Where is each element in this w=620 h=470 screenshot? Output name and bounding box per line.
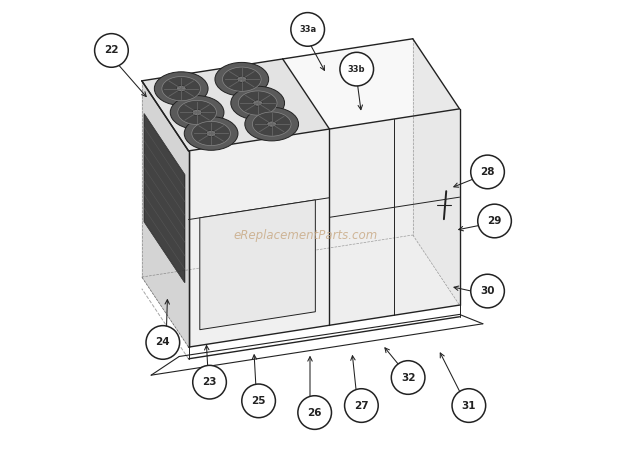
Circle shape [291,13,324,46]
Polygon shape [144,114,185,282]
Ellipse shape [192,110,202,116]
Polygon shape [329,109,459,325]
Text: 22: 22 [104,46,118,55]
Circle shape [471,274,504,308]
Circle shape [95,34,128,67]
Circle shape [340,52,373,86]
Text: 29: 29 [487,216,502,226]
Ellipse shape [223,67,261,91]
Ellipse shape [184,117,238,150]
Text: 28: 28 [480,167,495,177]
Ellipse shape [267,121,277,127]
Text: 33a: 33a [299,25,316,34]
Circle shape [193,365,226,399]
Ellipse shape [238,91,277,115]
Polygon shape [200,200,316,329]
Text: 27: 27 [354,400,369,410]
Ellipse shape [178,100,216,125]
Ellipse shape [245,107,299,141]
Ellipse shape [170,95,224,129]
Text: 24: 24 [156,337,170,347]
Ellipse shape [215,63,268,96]
Text: 26: 26 [308,407,322,417]
Polygon shape [413,39,459,305]
Ellipse shape [231,86,285,120]
Ellipse shape [154,72,208,105]
Polygon shape [283,39,459,129]
Text: 30: 30 [480,286,495,296]
Ellipse shape [253,100,262,106]
Circle shape [298,396,332,430]
Text: 31: 31 [462,400,476,410]
Text: eReplacementParts.com: eReplacementParts.com [233,228,378,242]
Text: 25: 25 [251,396,266,406]
Polygon shape [142,81,188,347]
Circle shape [242,384,275,418]
Circle shape [478,204,512,238]
Circle shape [345,389,378,423]
Text: 23: 23 [202,377,217,387]
Ellipse shape [162,77,200,101]
Ellipse shape [206,131,216,136]
Polygon shape [188,129,329,347]
Ellipse shape [176,86,186,92]
Circle shape [452,389,485,423]
Ellipse shape [237,76,247,82]
Ellipse shape [192,121,231,146]
Text: 33b: 33b [348,65,365,74]
Circle shape [146,326,180,359]
Ellipse shape [252,112,291,136]
Polygon shape [142,59,329,151]
Text: 32: 32 [401,373,415,383]
Circle shape [471,155,504,189]
Circle shape [391,360,425,394]
